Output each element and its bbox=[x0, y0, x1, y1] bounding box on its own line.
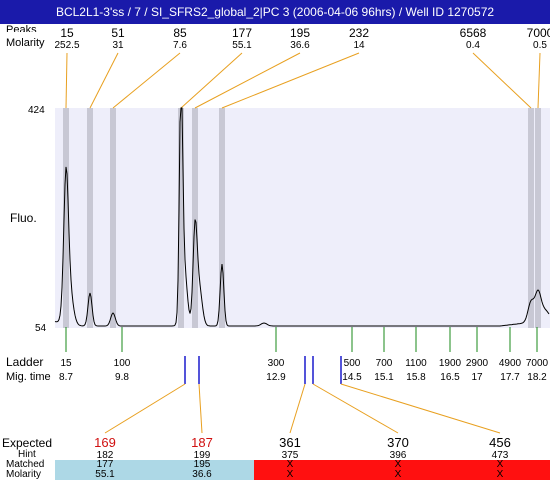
ladder-size-label: 500 bbox=[343, 358, 361, 369]
peak-connector bbox=[89, 52, 119, 109]
hint-label: Hint bbox=[18, 449, 36, 460]
ladder-time-label: 12.9 bbox=[266, 372, 286, 383]
hint-value: 473 bbox=[491, 450, 509, 461]
ladder-size-label: 700 bbox=[375, 358, 393, 369]
ladder-size-label: 100 bbox=[113, 358, 131, 369]
peaks-label: Peaks bbox=[6, 24, 37, 32]
expected-connector bbox=[340, 383, 501, 434]
peak-connector bbox=[472, 52, 532, 109]
peak-connector bbox=[221, 52, 360, 109]
peak-band bbox=[63, 108, 69, 328]
peak-molarity-label: 14 bbox=[353, 40, 365, 51]
ladder-time-label: 16.5 bbox=[440, 372, 460, 383]
peak-size-label: 15 bbox=[60, 26, 74, 40]
peak-band bbox=[528, 108, 534, 328]
ladder-size-label: 2900 bbox=[465, 358, 489, 369]
peak-size-label: 7000 bbox=[526, 26, 550, 40]
hint-value: 199 bbox=[193, 450, 211, 461]
expected-connector bbox=[312, 383, 399, 434]
expected-size-label: 370 bbox=[387, 435, 409, 450]
molarity-label: Molarity bbox=[6, 37, 45, 49]
peak-size-label: 85 bbox=[173, 26, 187, 40]
hint-value: 182 bbox=[96, 450, 114, 461]
peak-connector bbox=[194, 52, 301, 109]
ladder-time-label: 14.5 bbox=[342, 372, 362, 383]
y-min-label: 54 bbox=[35, 323, 47, 334]
hint-value: 375 bbox=[281, 450, 299, 461]
unmatched-band bbox=[254, 460, 550, 470]
ladder-label: Ladder bbox=[6, 355, 44, 369]
peak-size-label: 177 bbox=[231, 26, 253, 40]
ladder-size-label: 4900 bbox=[498, 358, 522, 369]
matched-molarity-value: X bbox=[496, 469, 504, 480]
expected-size-label: 187 bbox=[191, 435, 213, 450]
peak-molarity-label: 31 bbox=[112, 40, 124, 51]
window-title: BCL2L1-3'ss / 7 / SI_SFRS2_global_2|PC 3… bbox=[0, 0, 550, 24]
plot-area bbox=[55, 108, 550, 328]
peak-connector bbox=[180, 52, 243, 109]
y-max-label: 424 bbox=[28, 105, 45, 116]
peak-molarity-label: 7.6 bbox=[173, 40, 187, 51]
matched-value: X bbox=[394, 459, 402, 470]
matched-molarity-value: 36.6 bbox=[192, 469, 212, 480]
peak-connector bbox=[112, 52, 181, 109]
peak-molarity-label: 0.4 bbox=[466, 40, 480, 51]
ladder-size-label: 7000 bbox=[525, 358, 549, 369]
fluorescence-trace bbox=[54, 107, 550, 327]
matched-molarity-value: X bbox=[286, 469, 294, 480]
ladder-time-label: 9.8 bbox=[115, 372, 129, 383]
expected-connector bbox=[198, 383, 203, 434]
ladder-time-label: 8.7 bbox=[59, 372, 73, 383]
expected-connector bbox=[104, 383, 186, 434]
peak-size-label: 51 bbox=[111, 26, 125, 40]
peak-molarity-label: 252.5 bbox=[54, 40, 80, 51]
matched-molarity-value: 55.1 bbox=[95, 469, 115, 480]
y-axis-label: Fluo. bbox=[10, 211, 37, 225]
peak-connector bbox=[537, 52, 541, 109]
hint-value: 396 bbox=[389, 450, 407, 461]
expected-size-label: 361 bbox=[279, 435, 301, 450]
matched-label: Matched bbox=[6, 459, 45, 470]
expected-connector bbox=[289, 383, 306, 434]
ladder-size-label: 15 bbox=[60, 358, 72, 369]
peak-molarity-label: 55.1 bbox=[232, 40, 252, 51]
matched-band bbox=[55, 460, 254, 470]
ladder-time-label: 17.7 bbox=[500, 372, 520, 383]
expected-size-label: 456 bbox=[489, 435, 511, 450]
ladder-time-label: 15.1 bbox=[374, 372, 394, 383]
peak-connector bbox=[65, 52, 68, 109]
peak-molarity-label: 36.6 bbox=[290, 40, 310, 51]
ladder-time-label: 15.8 bbox=[406, 372, 426, 383]
ladder-size-label: 1100 bbox=[405, 358, 427, 369]
peak-band bbox=[219, 108, 225, 328]
peak-band bbox=[192, 108, 198, 328]
matched-value: 177 bbox=[96, 459, 114, 470]
matched-value: 195 bbox=[193, 459, 211, 470]
ladder-time-label: 17 bbox=[471, 372, 483, 383]
peak-band bbox=[535, 108, 541, 328]
mig-time-label: Mig. time bbox=[6, 371, 51, 383]
matched-value: X bbox=[496, 459, 504, 470]
expected-label: Expected bbox=[2, 436, 53, 450]
unmatched-band bbox=[254, 470, 550, 480]
matched-molarity-value: X bbox=[394, 469, 402, 480]
peak-band bbox=[87, 108, 93, 328]
ladder-time-label: 18.2 bbox=[527, 372, 547, 383]
molarity-bottom-label: Molarity bbox=[6, 469, 42, 480]
peak-size-label: 6568 bbox=[459, 26, 487, 40]
ladder-size-label: 1900 bbox=[438, 358, 462, 369]
peak-band bbox=[110, 108, 116, 328]
peak-size-label: 195 bbox=[289, 26, 311, 40]
expected-size-label: 169 bbox=[94, 435, 116, 450]
matched-value: X bbox=[286, 459, 294, 470]
peak-size-label: 232 bbox=[348, 26, 370, 40]
peak-molarity-label: 0.5 bbox=[533, 40, 547, 51]
peak-band bbox=[178, 108, 184, 328]
matched-band bbox=[55, 470, 254, 480]
ladder-size-label: 300 bbox=[267, 358, 285, 369]
